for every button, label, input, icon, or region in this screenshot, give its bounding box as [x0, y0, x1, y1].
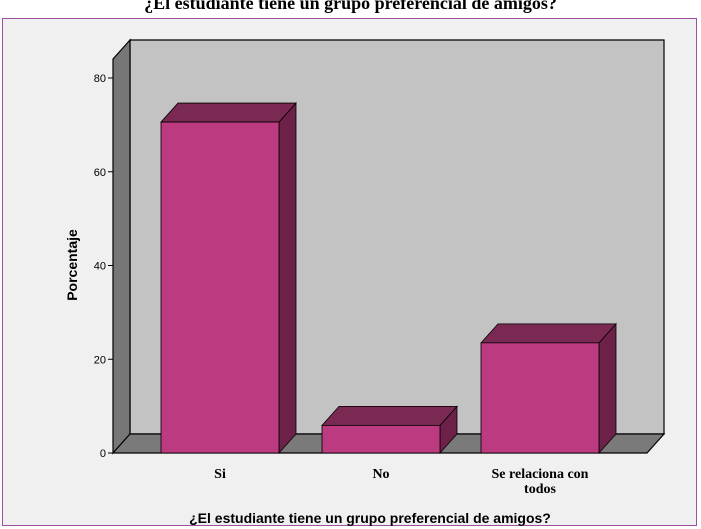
bar-front: [160, 121, 280, 454]
bar-front: [480, 342, 600, 454]
x-tick-label-line: Si: [214, 467, 226, 482]
bar-side: [278, 102, 297, 455]
x-tick-label-line: No: [372, 467, 389, 482]
y-tick-label: 20: [94, 354, 106, 366]
bar-top: [321, 405, 458, 426]
y-tick-label: 80: [94, 73, 106, 85]
bar-3: [480, 322, 617, 455]
bar-top: [160, 102, 297, 123]
y-tick-label: 0: [100, 448, 106, 460]
x-tick-label-line: Se relaciona con: [492, 467, 589, 482]
chart-title: ¿El estudiante tiene un grupo preferenci…: [144, 0, 557, 13]
side-wall: [112, 38, 131, 455]
bar-1: [160, 102, 297, 455]
y-tick-label: 40: [94, 261, 106, 273]
y-axis-label: Porcentaje: [64, 229, 80, 301]
bar-side: [598, 322, 617, 455]
x-axis-label: ¿El estudiante tiene un grupo preferenci…: [189, 510, 551, 526]
y-axis: 0 20 40 60 80: [94, 59, 114, 460]
x-tick-label: No: [372, 467, 389, 482]
bars: [160, 102, 617, 455]
bar-top: [480, 323, 617, 344]
x-tick-label: Se relaciona con todos: [492, 467, 589, 497]
y-tick-label: 60: [94, 167, 106, 179]
x-tick-label-line: todos: [524, 482, 556, 497]
bar-2: [321, 405, 458, 455]
x-tick-label: Si: [214, 467, 226, 482]
x-tick-labels: Si No Se relaciona con todos: [214, 467, 589, 497]
bar-front: [321, 424, 441, 454]
